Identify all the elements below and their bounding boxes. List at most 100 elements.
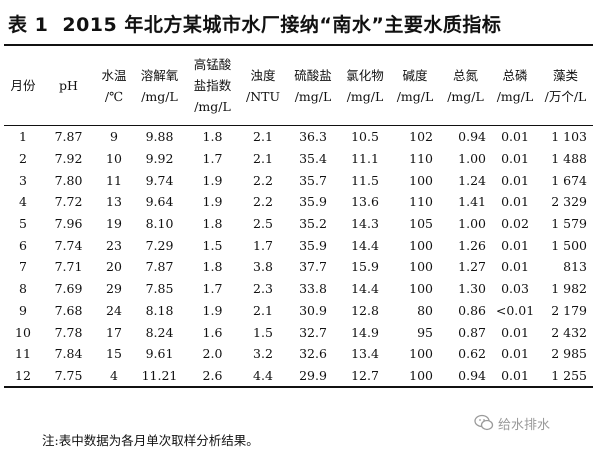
table-cell: 7.74 (54, 237, 83, 253)
table-cell: 1.9 (202, 194, 223, 210)
table-cell: 7.75 (54, 367, 83, 383)
table-row: 9 7.68 24 8.18 1.9 2.1 30.9 12.8 80 0.86 <0.01 2 17… (4, 300, 593, 322)
table-cell: 2.5 (253, 216, 273, 232)
table-cell: 29 (106, 281, 122, 297)
table-cell: 10 (15, 324, 31, 340)
table-cell: 7.80 (54, 172, 83, 188)
table-cell: 35.4 (299, 151, 327, 167)
column-header: 藻类/万个/L (538, 45, 593, 126)
table-cell: 0.01 (501, 346, 529, 362)
table-cell: 9.64 (145, 194, 174, 210)
column-header-text: pH (59, 78, 78, 93)
column-header-text: /℃ (104, 88, 124, 104)
column-header-text: /mg/L (346, 88, 384, 104)
column-header: 浊度/NTU (239, 45, 287, 126)
column-header: pH (42, 45, 95, 126)
table-cell: 0.01 (501, 194, 529, 210)
table-row: 5 7.96 19 8.10 1.8 2.5 35.2 14.3 105 1.00 0.02 1 57… (4, 213, 593, 235)
table-cell: 0.01 (501, 324, 529, 340)
table-cell: 102 (409, 129, 433, 145)
table-cell: 1 500 (551, 237, 587, 253)
table-cell: 15 (106, 346, 122, 362)
table-label: 表 1 (8, 14, 49, 36)
table-cell: 100 (409, 259, 433, 275)
table-row: 10 7.78 17 8.24 1.6 1.5 32.7 14.9 95 0.87 0.01 2 43… (4, 321, 593, 343)
table-cell: 7.87 (54, 129, 83, 145)
table-cell: 1 579 (551, 216, 587, 232)
table-cell: 1.5 (202, 237, 223, 253)
table-cell: 100 (409, 281, 433, 297)
column-header-text: 氯化物 (346, 67, 384, 83)
table-cell: 13 (106, 194, 122, 210)
column-header-text: /NTU (245, 88, 281, 104)
table-cell: 2.1 (253, 129, 273, 145)
table-cell: 1.41 (458, 194, 486, 210)
column-header-text: /mg/L (141, 88, 178, 104)
table-cell: 2 432 (551, 324, 587, 340)
column-header-text: 盐指数 (193, 78, 232, 93)
table-cell: 1 103 (551, 129, 587, 145)
table-cell: 1.7 (202, 281, 223, 297)
table-cell: 15.9 (351, 259, 379, 275)
column-header: 总氮/mg/L (439, 45, 492, 126)
table-cell: 30.9 (299, 302, 327, 318)
table-cell: 1.8 (202, 129, 223, 145)
table-cell: 1 982 (551, 281, 587, 297)
table-cell: 100 (409, 367, 433, 383)
table-cell: 7.72 (54, 194, 83, 210)
table-cell: 1.9 (202, 302, 223, 318)
column-header-text: 月份 (10, 78, 36, 93)
table-cell: 11 (106, 172, 122, 188)
table-cell: 2.2 (253, 194, 273, 210)
table-row: 7 7.71 20 7.87 1.8 3.8 37.7 15.9 100 1.27 0.01 813 (4, 256, 593, 278)
column-header-text: 高锰酸 (193, 57, 232, 72)
table-row: 11 7.84 15 9.61 2.0 3.2 32.6 13.4 100 0.62 0.01 2 9… (4, 343, 593, 365)
table-cell: 29.9 (299, 367, 327, 383)
table-cell: 7.71 (54, 259, 83, 275)
table-cell: 13.6 (351, 194, 379, 210)
table-cell: 1 488 (551, 151, 587, 167)
column-header-text: 总氮 (452, 67, 478, 83)
column-header-text: 溶解氧 (140, 67, 179, 83)
table-cell: 32.6 (299, 346, 327, 362)
table-cell: 0.01 (501, 259, 529, 275)
table-note: 注:表中数据为各月单次取样分析结果。 (42, 433, 259, 448)
table-cell: 0.62 (458, 346, 486, 362)
table-cell: 2.1 (253, 151, 273, 167)
column-header-text: 总磷 (502, 67, 528, 83)
table-cell: 2 179 (551, 302, 587, 318)
table-cell: 100 (409, 237, 433, 253)
table-cell: 19 (106, 216, 122, 232)
table-body: 1 7.87 9 9.88 1.8 2.1 36.3 10.5 102 0.94 0.01 1 103… (4, 126, 593, 388)
table-cell: 100 (409, 346, 433, 362)
table-header-row: 月份 pH 水温/℃ 溶解氧/mg/L 高锰酸 盐指数/mg/L 浊度/NTU 硫酸盐/mg/… (4, 45, 593, 126)
table-cell: 14.4 (351, 281, 379, 297)
table-cell: <0.01 (495, 302, 535, 318)
table-cell: 1.9 (202, 172, 223, 188)
table-cell: 2.3 (253, 281, 273, 297)
table-cell: 3 (19, 172, 27, 188)
table-cell: 17 (106, 324, 122, 340)
table-cell: 0.01 (501, 237, 529, 253)
table-cell: 11.21 (141, 367, 178, 383)
column-header: 总磷/mg/L (492, 45, 538, 126)
table-cell: 0.86 (458, 302, 486, 318)
table-cell: 3.8 (253, 259, 273, 275)
table-row: 12 7.75 4 11.21 2.6 4.4 29.9 12.7 100 0.94 0.01 1 2… (4, 365, 593, 388)
table-cell: 1.8 (202, 216, 223, 232)
table-cell: 2 329 (551, 194, 587, 210)
table-cell: 4 (19, 194, 27, 210)
table-cell: 20 (106, 259, 122, 275)
table-cell: 8.24 (145, 324, 174, 340)
table-cell: 14.3 (351, 216, 379, 232)
table-cell: 7.69 (54, 281, 83, 297)
table-cell: 100 (409, 172, 433, 188)
table-cell: 12.8 (351, 302, 379, 318)
table-cell: 2.6 (202, 367, 223, 383)
table-cell: 14.9 (351, 324, 379, 340)
table-title: 表 1 2015 年北方某城市水厂接纳“南水”主要水质指标 (8, 10, 501, 37)
wechat-icon (474, 414, 494, 431)
column-header-text: /mg/L (194, 99, 231, 114)
table-cell: 23 (106, 237, 122, 253)
column-header-text: /mg/L (294, 88, 332, 104)
